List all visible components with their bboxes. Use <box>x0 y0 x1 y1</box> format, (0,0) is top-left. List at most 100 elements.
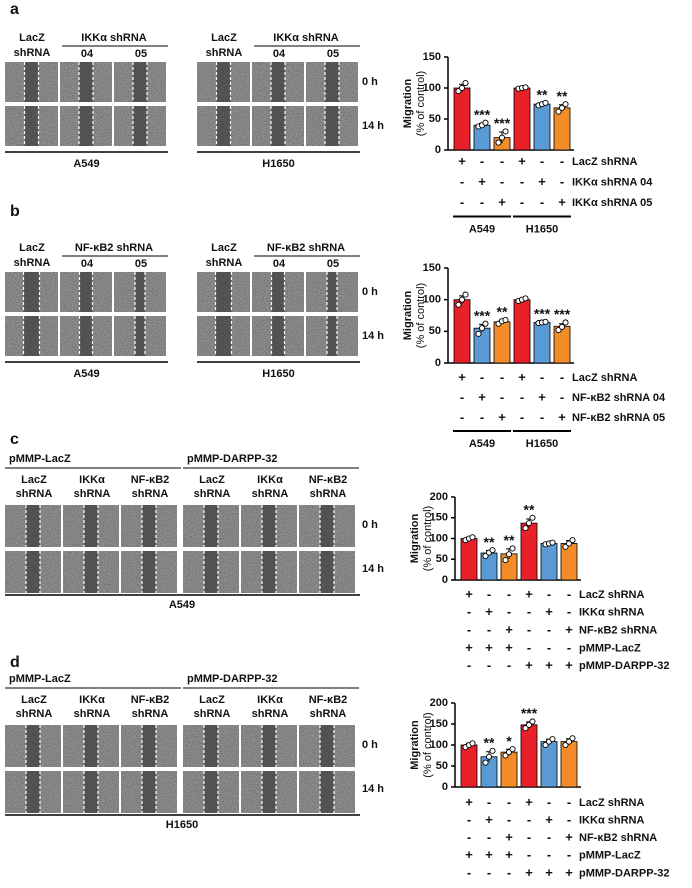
label: shRNA <box>16 708 53 720</box>
condition-sign: - <box>507 794 511 809</box>
condition-sign: + <box>545 812 553 827</box>
label: shRNA <box>14 47 51 59</box>
condition-name: LacZ shRNA <box>579 797 644 809</box>
significance: *** <box>554 306 571 322</box>
bar <box>453 299 471 364</box>
scratch <box>271 316 285 356</box>
condition-sign: + <box>545 658 553 673</box>
data-point <box>458 296 466 303</box>
scratch <box>142 725 156 767</box>
condition-sign: + <box>518 369 526 384</box>
data-point <box>502 128 509 135</box>
condition-sign: - <box>467 830 471 845</box>
condition-sign: - <box>547 622 551 637</box>
data-point <box>529 718 536 725</box>
label: shRNA <box>14 257 51 269</box>
label: NF-κB2 <box>131 694 170 706</box>
label: IKKα <box>79 474 105 486</box>
condition-sign: - <box>567 812 571 827</box>
condition-sign: - <box>567 794 571 809</box>
condition-name: IKKα shRNA 04 <box>572 176 653 188</box>
condition-name: pMMP-DARPP-32 <box>579 660 669 672</box>
scratch <box>79 272 93 312</box>
y-tick-label: 100 <box>430 532 448 544</box>
scratch <box>320 771 334 813</box>
y-tick-label: 150 <box>423 262 441 274</box>
condition-sign: - <box>560 369 564 384</box>
label: IKKα <box>257 474 283 486</box>
condition-name: IKKα shRNA <box>579 607 644 619</box>
significance: ** <box>524 501 535 517</box>
condition-sign: + <box>485 847 493 862</box>
condition-sign: - <box>467 865 471 880</box>
condition-sign: - <box>560 389 564 404</box>
condition-sign: - <box>560 153 564 168</box>
scratch <box>204 505 218 547</box>
label: LacZ <box>19 242 45 254</box>
condition-sign: + <box>565 658 573 673</box>
data-point <box>502 316 509 323</box>
y-tick-label: 150 <box>430 718 448 730</box>
condition-sign: - <box>487 658 491 673</box>
data-point <box>495 139 502 146</box>
condition-name: pMMP-LacZ <box>579 642 641 654</box>
scratch <box>26 725 40 767</box>
bar <box>520 522 538 581</box>
scratch <box>26 771 40 813</box>
condition-name: IKKα shRNA <box>579 815 644 827</box>
label: a <box>10 1 19 18</box>
significance: *** <box>474 307 491 323</box>
significance: ** <box>484 534 495 550</box>
bar <box>453 87 471 151</box>
condition-sign: - <box>500 174 504 189</box>
condition-sign: + <box>525 586 533 601</box>
label: LacZ <box>211 32 237 44</box>
scratch <box>327 272 337 312</box>
label: shRNA <box>194 708 231 720</box>
label: 04 <box>81 48 94 60</box>
data-point <box>542 318 549 325</box>
data-point <box>562 101 569 108</box>
condition-sign: - <box>487 865 491 880</box>
condition-sign: - <box>507 586 511 601</box>
label: d <box>10 654 20 671</box>
data-point <box>569 735 576 742</box>
data-point <box>509 545 516 552</box>
data-point <box>469 534 476 541</box>
scratch <box>24 62 39 102</box>
condition-sign: + <box>558 194 566 209</box>
condition-sign: + <box>485 812 493 827</box>
condition-sign: - <box>520 389 524 404</box>
condition-sign: - <box>527 830 531 845</box>
condition-sign: + <box>538 174 546 189</box>
condition-sign: - <box>480 153 484 168</box>
condition-sign: - <box>467 812 471 827</box>
condition-name: LacZ shRNA <box>572 156 637 168</box>
group-label: A549 <box>469 223 495 235</box>
condition-sign: - <box>460 194 464 209</box>
condition-sign: - <box>567 640 571 655</box>
condition-sign: - <box>500 389 504 404</box>
condition-sign: - <box>540 153 544 168</box>
scratch <box>79 316 93 356</box>
condition-sign: - <box>547 830 551 845</box>
condition-sign: + <box>458 153 466 168</box>
data-point <box>458 84 466 92</box>
label: 04 <box>273 48 286 60</box>
group-label: A549 <box>469 438 495 450</box>
label: 04 <box>273 258 286 270</box>
y-tick-label: 100 <box>423 82 441 94</box>
condition-sign: - <box>480 409 484 424</box>
scratch <box>84 505 98 547</box>
bar <box>520 724 538 788</box>
condition-sign: - <box>547 847 551 862</box>
significance: ** <box>504 532 515 548</box>
condition-sign: + <box>478 389 486 404</box>
y-axis-label: (% of control) <box>415 71 427 136</box>
data-point <box>562 319 569 326</box>
scratch <box>84 771 98 813</box>
label: A549 <box>73 368 99 380</box>
condition-name: pMMP-LacZ <box>579 850 641 862</box>
label: LacZ <box>21 474 47 486</box>
condition-sign: + <box>525 865 533 880</box>
